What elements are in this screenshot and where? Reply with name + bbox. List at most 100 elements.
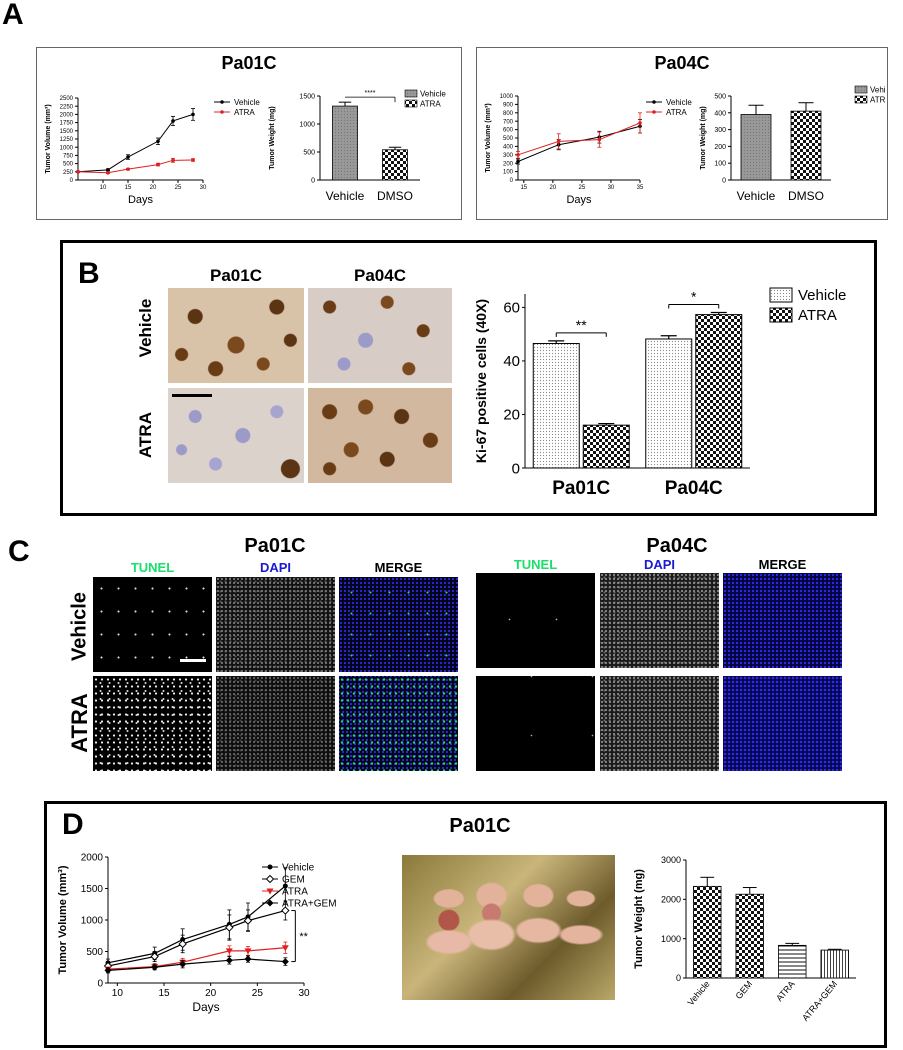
data-point bbox=[178, 939, 187, 949]
data-point bbox=[281, 945, 289, 952]
y-tick-label: 20 bbox=[503, 407, 520, 424]
legend-label: ATRA bbox=[282, 887, 308, 898]
y-tick-label: 300 bbox=[714, 127, 726, 134]
significance-label: **** bbox=[365, 90, 376, 97]
panel-c-row2-label: ATRA bbox=[67, 693, 92, 753]
bar bbox=[695, 314, 743, 469]
mice-photo bbox=[402, 855, 615, 1000]
y-tick-label: 750 bbox=[63, 154, 74, 160]
tunel-pa01c-vehicle-image bbox=[93, 577, 212, 672]
x-tick-label: 20 bbox=[550, 185, 557, 191]
data-point bbox=[126, 155, 130, 159]
panel-c-title-left: Pa01C bbox=[244, 535, 306, 557]
x-tick-label: 35 bbox=[637, 185, 644, 191]
y-tick-label: 0 bbox=[722, 177, 726, 184]
chart-d2: 0 1000 2000 3000 Vehicle GEM ATRA ATRA+GEM Tumor… bbox=[633, 855, 856, 1023]
legend-swatch bbox=[404, 89, 418, 98]
chart-a1: 0 250 500 750 1000 1250 1500 1750 2000 2250 2500 10… bbox=[45, 96, 260, 206]
y-tick-label: 1750 bbox=[60, 121, 74, 127]
tunel-pa04c-atra-image bbox=[476, 676, 595, 771]
y-tick-label: 200 bbox=[503, 161, 514, 167]
x-category-label: DMSO bbox=[377, 189, 413, 203]
data-point bbox=[191, 112, 195, 117]
x-axis-label: Days bbox=[192, 1000, 219, 1014]
data-point bbox=[225, 923, 234, 932]
legend-label: Vehicle bbox=[282, 863, 315, 874]
x-tick-label: 15 bbox=[158, 988, 170, 999]
data-point bbox=[171, 119, 175, 123]
x-category-label: Pa04C bbox=[665, 478, 723, 499]
y-tick-label: 40 bbox=[503, 353, 520, 370]
panel-a-right-title: Pa04C bbox=[654, 53, 710, 73]
panel-d-title: Pa01C bbox=[449, 815, 511, 837]
series-line bbox=[107, 885, 286, 964]
merge-pa01c-atra-image bbox=[339, 676, 458, 771]
data-point bbox=[244, 955, 252, 963]
data-point bbox=[225, 948, 233, 955]
chart-d1: 0 500 1000 1500 2000 10 15 20 25 30 Days Tumor Volu… bbox=[57, 853, 337, 1015]
legend-label: ATRA bbox=[798, 307, 837, 324]
dapi-pa04c-vehicle-image bbox=[600, 573, 719, 668]
y-tick-label: 600 bbox=[503, 128, 514, 134]
panel-c-right-col-tunel: TUNEL bbox=[513, 557, 558, 572]
y-tick-label: 1500 bbox=[60, 129, 74, 135]
y-axis-label: Tumor Volume (mm³) bbox=[485, 103, 492, 172]
y-tick-label: 1000 bbox=[299, 121, 315, 128]
data-point bbox=[282, 883, 288, 889]
legend-label: ATRA bbox=[870, 96, 885, 105]
data-point bbox=[156, 139, 160, 144]
y-tick-label: 3000 bbox=[661, 855, 681, 865]
data-point bbox=[104, 966, 112, 974]
series-line bbox=[77, 113, 194, 173]
panel-a-right-box bbox=[476, 47, 888, 220]
merge-pa04c-vehicle-image bbox=[723, 573, 842, 668]
ihc-pa01c-vehicle-image bbox=[168, 288, 304, 383]
panel-c-right-col-merge: MERGE bbox=[758, 557, 807, 572]
y-tick-label: 2500 bbox=[60, 96, 74, 102]
legend-marker bbox=[265, 874, 275, 884]
panel-b-row2-label: ATRA bbox=[136, 412, 155, 458]
y-tick-label: 400 bbox=[503, 145, 514, 151]
significance-label: ** bbox=[299, 931, 308, 943]
y-tick-label: 2000 bbox=[661, 894, 681, 904]
x-tick-label: 30 bbox=[608, 185, 615, 191]
data-point bbox=[638, 121, 642, 125]
chart-a3: 0 100 200 300 400 500 600 700 800 900 1000 15 20 25 30… bbox=[485, 94, 692, 206]
chart-b1: 0 20 40 60 Pa01C ** Pa04C * Ki-67 positive cells… bbox=[473, 287, 846, 499]
y-tick-label: 1500 bbox=[81, 884, 104, 895]
x-tick-label: 15 bbox=[520, 185, 527, 191]
panel-letter-b: B bbox=[78, 257, 100, 290]
series-line bbox=[107, 947, 286, 970]
legend-marker bbox=[266, 888, 274, 895]
legend-swatch bbox=[854, 85, 868, 94]
x-tick-label: 30 bbox=[200, 185, 207, 191]
merge-pa01c-vehicle-image bbox=[339, 577, 458, 672]
bar bbox=[820, 949, 849, 979]
panel-b-row1-label: Vehicle bbox=[136, 298, 155, 358]
series-line bbox=[107, 909, 286, 967]
data-point bbox=[516, 153, 520, 157]
panel-b-col2-label: Pa04C bbox=[354, 266, 406, 285]
data-point bbox=[156, 162, 160, 167]
bar bbox=[693, 885, 722, 979]
data-point bbox=[179, 960, 187, 968]
merge-pa04c-atra-image bbox=[723, 676, 842, 771]
data-point bbox=[171, 158, 175, 163]
y-tick-label: 0 bbox=[510, 178, 514, 184]
legend-swatch bbox=[404, 99, 418, 108]
data-point bbox=[281, 906, 290, 915]
significance-label: ** bbox=[576, 317, 587, 333]
tunel-pa01c-atra-image bbox=[93, 676, 212, 771]
bar bbox=[382, 149, 408, 181]
y-tick-label: 400 bbox=[714, 110, 726, 117]
data-point bbox=[151, 963, 159, 971]
data-point bbox=[225, 956, 233, 964]
x-category-label: ATRA bbox=[774, 979, 797, 1003]
panel-c-row1-label: Vehicle bbox=[68, 592, 91, 661]
x-category-label: Vehicle bbox=[326, 189, 365, 203]
bar bbox=[582, 424, 630, 469]
x-tick-label: 20 bbox=[205, 988, 217, 999]
ihc-pa04c-vehicle-image bbox=[308, 288, 452, 383]
panel-letter-a: A bbox=[2, 0, 24, 31]
data-point bbox=[126, 167, 130, 171]
